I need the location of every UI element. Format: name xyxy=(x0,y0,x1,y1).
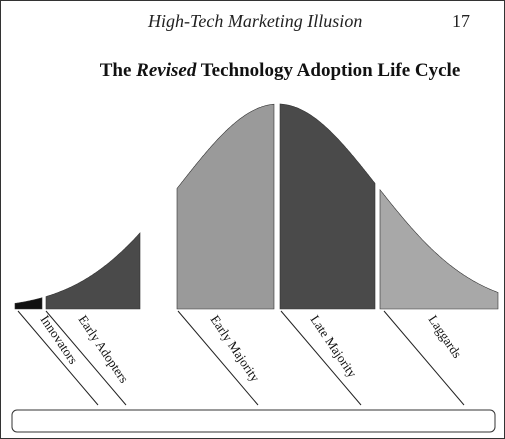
leader-line xyxy=(383,310,465,406)
running-head: High-Tech Marketing Illusion xyxy=(147,11,362,31)
caption-box xyxy=(11,409,496,433)
title-part: Technology Adoption Life Cycle xyxy=(201,60,461,81)
curve-segment xyxy=(14,297,43,310)
curve-segment xyxy=(176,103,275,310)
leader-line xyxy=(177,310,259,406)
title-emphasis: Revised xyxy=(135,60,197,81)
title-part: The xyxy=(100,60,132,81)
leader-line xyxy=(17,310,99,406)
leader-line xyxy=(280,310,362,406)
curve-segment xyxy=(279,103,376,310)
curve-segment xyxy=(379,188,499,310)
figure-title: The Revised Technology Adoption Life Cyc… xyxy=(100,60,461,81)
curve-segment xyxy=(45,232,141,310)
leader-line xyxy=(45,310,127,406)
adoption-curve xyxy=(14,103,499,310)
page-number: 17 xyxy=(452,11,470,31)
